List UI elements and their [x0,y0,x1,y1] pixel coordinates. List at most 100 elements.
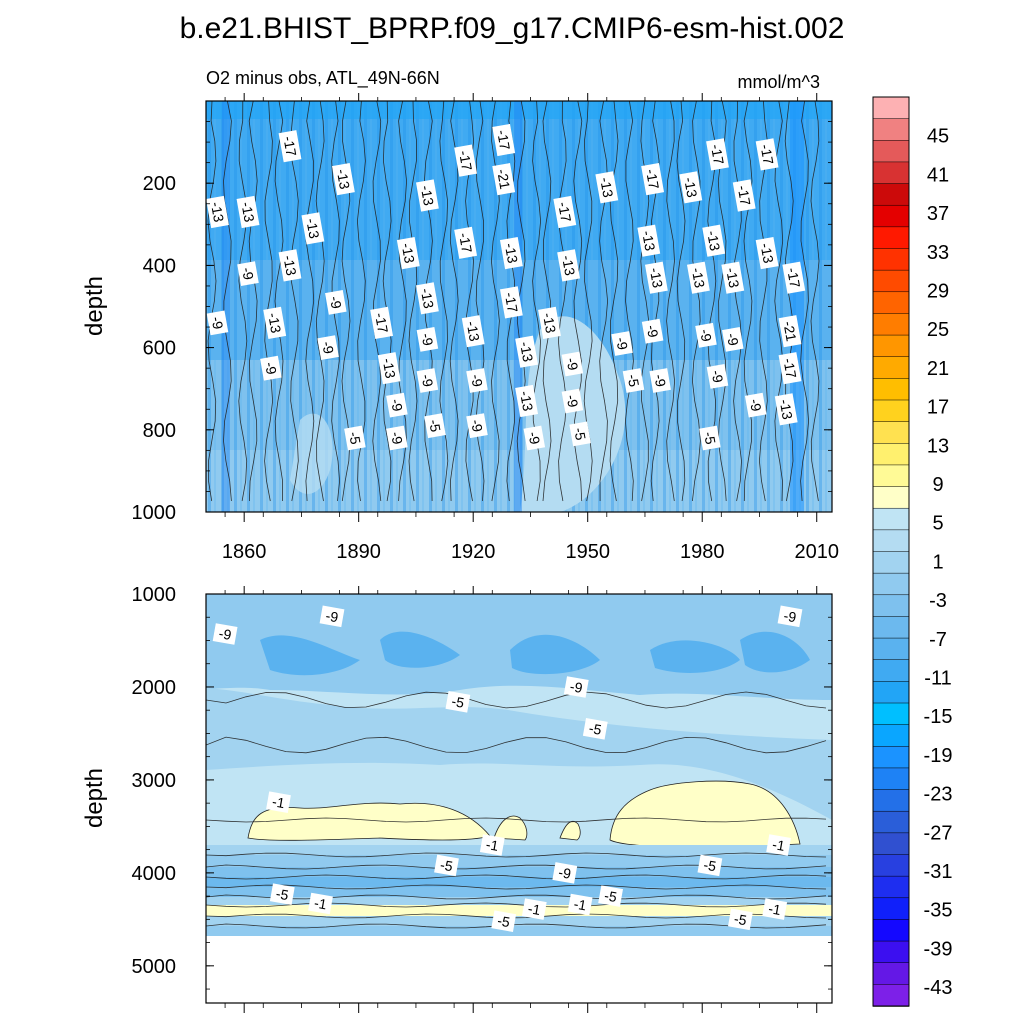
contour-label-text: -13 [777,398,796,421]
colorbar-label: -31 [924,861,953,883]
contour-label-box [706,138,729,171]
contour-label: -13 [702,224,726,257]
colorbar-label: 17 [927,397,949,419]
contour-label-text: -13 [647,266,666,289]
contour-line [382,101,392,502]
contour-label-box [454,144,478,177]
contour-label-box [611,331,633,356]
contour-label: -9 [416,368,439,393]
contour-label-box [728,908,753,931]
contour-label-text: -5 [603,887,618,905]
contour-line [810,101,820,502]
contour-label-box [649,368,671,393]
colorbar-swatch [872,681,910,704]
contour-label-box [434,854,459,877]
contour-label-box [206,195,229,229]
contour-label-text: -21 [780,320,799,343]
y-tick-label: 800 [143,420,176,442]
colorbar-label: -35 [924,900,953,922]
contour-line [743,101,753,502]
contour-label-text: -9 [651,373,669,388]
colorbar-label: 5 [932,513,943,535]
colorbar-swatch [872,572,910,596]
contour-label: -13 [377,352,401,385]
contour-label: -5 [269,883,295,905]
contour-line [206,817,827,823]
contour-label: -21 [492,163,516,196]
contour-label-text: -9 [324,607,339,625]
colorbar-swatch [872,464,910,488]
contour-label-box [212,623,238,645]
colorbar-swatch [872,291,910,315]
contour-line [274,101,284,502]
x-tick-label: 1920 [451,541,496,563]
contour-label-box [308,892,333,915]
contour-label-text: -9 [613,336,631,351]
contour-label-text: -9 [327,295,345,310]
contour-label-box [461,315,485,348]
upper-contour-labels: -17 -17-17 -17 -17-17-13 -13-13 -21 -13 -13 -17-… [206,123,806,451]
contour-label-box [344,425,366,451]
contour-label-text: -9 [525,430,543,445]
contour-label-box [491,910,517,932]
colorbar-swatch [872,962,910,986]
contour-label-box [755,237,779,270]
contour-label-text: -13 [689,266,708,289]
contour-line [206,913,827,919]
contour-label-box [569,421,591,447]
contour-label: -9 [561,388,584,414]
colorbar-swatch [872,356,910,380]
colorbar-swatch [872,96,910,120]
contour-label: -17 [454,226,478,259]
contour-label-text: -9 [388,430,406,445]
contour-label-text: -9 [724,332,742,347]
contour-label-box [744,392,767,418]
left-subtitle: O2 minus obs, ATL_49N-66N [206,68,440,89]
contour-line [676,101,686,502]
contour-label-box [538,306,561,339]
contour-label-text: -9 [782,607,797,625]
contour-label: -9 [466,413,488,439]
contour-label: -9 [237,261,259,286]
contour-label-text: -13 [265,312,284,335]
contour-label-box [595,171,619,204]
contour-label-text: -13 [418,184,437,207]
contour-label-box [774,393,798,426]
contour-label-box [521,898,547,920]
contour-line [408,101,418,502]
upper-contour-lines [207,101,820,502]
colorbar-label: 25 [927,319,949,341]
contour-label: -5 [728,908,753,931]
contour-label: -5 [699,425,721,451]
contour-label: -9 [416,327,439,352]
contour-label: -9 [641,318,664,344]
contour-label-text: -13 [639,229,658,252]
contour-label-text: -17 [456,149,475,172]
colorbar-frame [872,96,910,1007]
contour-label-text: -5 [496,912,511,930]
contour-label: -9 [386,392,408,418]
contour-label-text: -17 [372,312,391,335]
contour-line [733,101,743,502]
colorbar-label: -19 [924,745,953,767]
colorbar-label: 41 [927,164,949,186]
figure-title: b.e21.BHIST_BPRP.f09_g17.CMIP6-esm-hist.… [180,12,845,45]
contour-label-box [370,306,394,339]
contour-label: -1 [266,791,291,813]
contour-label-text: -17 [757,143,776,166]
contour-label-text: -5 [426,418,444,433]
contour-line [206,864,827,870]
contour-label-box [377,352,401,385]
contour-label: -17 [492,123,516,157]
contour-label-box [479,834,505,856]
upper-y-axis-label: depth [81,276,108,336]
contour-label-text: -17 [708,143,727,166]
colorbar-label: -3 [929,590,947,612]
y-tick-label: 200 [143,173,176,195]
contour-label-text: -5 [625,373,643,388]
lower-y-axis: 1000 2000 3000 4000 5000 [132,584,832,990]
contour-label-box [515,335,539,368]
contour-label-text: -9 [468,373,486,388]
lower-filled-contours [206,594,832,1003]
contour-label-box [454,226,478,259]
